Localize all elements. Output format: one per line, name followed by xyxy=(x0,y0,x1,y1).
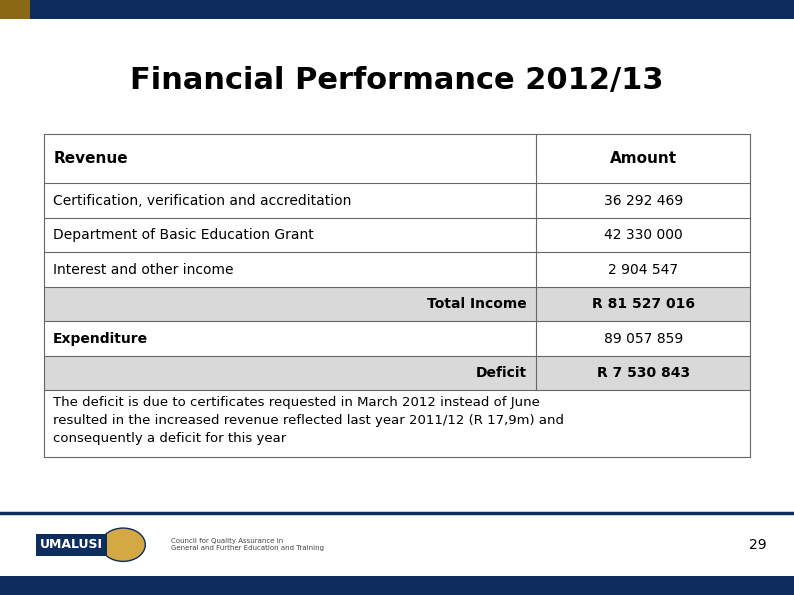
Bar xyxy=(0,0,794,19)
Text: R 7 530 843: R 7 530 843 xyxy=(596,366,690,380)
Bar xyxy=(0,513,794,576)
Text: Expenditure: Expenditure xyxy=(53,331,148,346)
Text: Financial Performance 2012/13: Financial Performance 2012/13 xyxy=(130,66,664,95)
Bar xyxy=(44,183,750,218)
Bar xyxy=(44,252,750,287)
Text: R 81 527 016: R 81 527 016 xyxy=(592,297,695,311)
Text: 2 904 547: 2 904 547 xyxy=(608,262,678,277)
Bar xyxy=(0,576,794,595)
Circle shape xyxy=(101,528,145,562)
Bar xyxy=(44,218,750,252)
Bar xyxy=(44,321,750,356)
Text: Revenue: Revenue xyxy=(53,151,128,166)
Bar xyxy=(44,287,750,321)
Bar xyxy=(0,0,30,19)
Text: UMALUSI: UMALUSI xyxy=(40,538,103,551)
Text: The deficit is due to certificates requested in March 2012 instead of June
resul: The deficit is due to certificates reque… xyxy=(53,396,565,445)
Text: Interest and other income: Interest and other income xyxy=(53,262,233,277)
Text: Amount: Amount xyxy=(610,151,676,166)
Text: 36 292 469: 36 292 469 xyxy=(603,193,683,208)
Bar xyxy=(44,390,750,457)
Text: Department of Basic Education Grant: Department of Basic Education Grant xyxy=(53,228,314,242)
Bar xyxy=(44,356,750,390)
Text: 29: 29 xyxy=(749,538,766,552)
Text: Certification, verification and accreditation: Certification, verification and accredit… xyxy=(53,193,352,208)
Text: Deficit: Deficit xyxy=(476,366,526,380)
Bar xyxy=(44,134,750,183)
Text: 42 330 000: 42 330 000 xyxy=(603,228,683,242)
Text: Total Income: Total Income xyxy=(426,297,526,311)
Text: 89 057 859: 89 057 859 xyxy=(603,331,683,346)
Text: Council for Quality Assurance in
General and Further Education and Training: Council for Quality Assurance in General… xyxy=(171,538,324,551)
